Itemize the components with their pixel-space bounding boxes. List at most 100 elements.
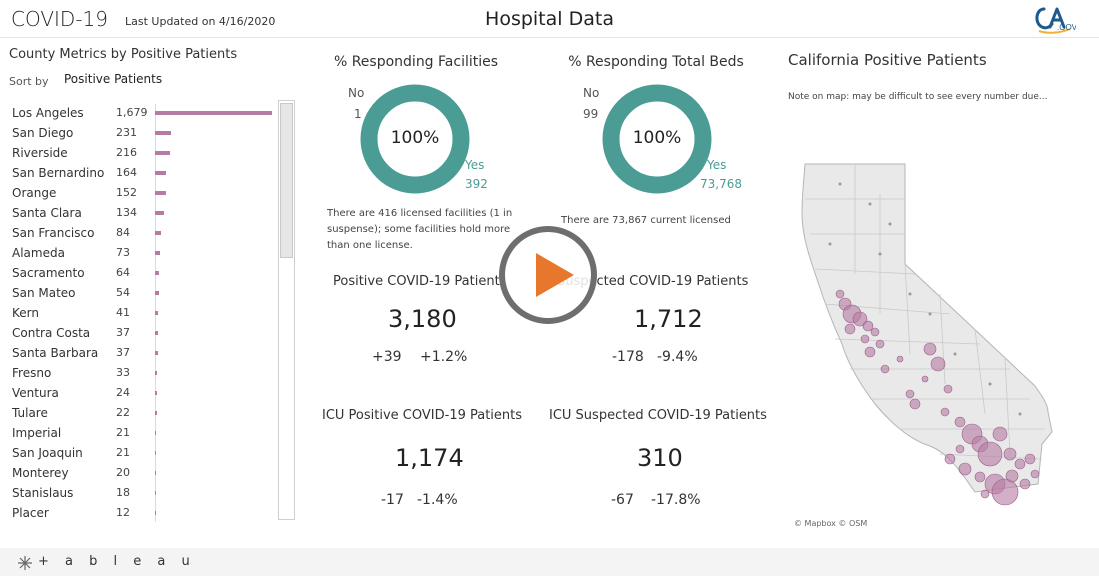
county-bubble[interactable] bbox=[852, 311, 868, 327]
county-name: Tulare bbox=[12, 406, 48, 420]
county-dot[interactable] bbox=[838, 182, 842, 186]
county-bubble[interactable] bbox=[1014, 458, 1026, 470]
county-bubble[interactable] bbox=[992, 426, 1008, 442]
play-button[interactable] bbox=[498, 225, 598, 325]
icu-positive-delta-abs: -17 bbox=[381, 492, 404, 508]
positive-delta-abs: +39 bbox=[372, 349, 402, 365]
county-bubble[interactable] bbox=[943, 384, 953, 394]
county-bubble[interactable] bbox=[930, 356, 946, 372]
county-bubble[interactable] bbox=[974, 471, 986, 483]
county-row[interactable]: Placer 12 bbox=[12, 504, 282, 524]
county-value: 33 bbox=[116, 366, 130, 379]
facilities-yes-value: 392 bbox=[465, 177, 488, 191]
county-bubble[interactable] bbox=[1005, 469, 1019, 483]
county-bubble[interactable] bbox=[940, 407, 950, 417]
sort-dropdown[interactable]: Positive Patients bbox=[64, 72, 163, 86]
county-row[interactable]: Tulare 22 bbox=[12, 404, 282, 424]
county-row[interactable]: Imperial 21 bbox=[12, 424, 282, 444]
county-row[interactable]: San Bernardino 164 bbox=[12, 164, 282, 184]
icu-suspected-delta-pct: -17.8% bbox=[651, 492, 701, 508]
county-value: 73 bbox=[116, 246, 130, 259]
county-value: 21 bbox=[116, 426, 130, 439]
footer: + a b l e a u bbox=[0, 548, 1099, 576]
county-row[interactable]: Alameda 73 bbox=[12, 244, 282, 264]
county-dot[interactable] bbox=[878, 252, 882, 256]
county-bubble[interactable] bbox=[875, 339, 885, 349]
county-bubble[interactable] bbox=[954, 416, 966, 428]
scrollbar-thumb[interactable] bbox=[280, 103, 293, 258]
county-row[interactable]: Kern 41 bbox=[12, 304, 282, 324]
county-bubble[interactable] bbox=[977, 441, 1003, 467]
county-bar bbox=[155, 491, 157, 495]
sort-label: Sort by bbox=[9, 75, 49, 88]
county-bubble[interactable] bbox=[880, 364, 890, 374]
last-updated: Last Updated on 4/16/2020 bbox=[125, 15, 276, 28]
county-bar bbox=[155, 411, 157, 415]
county-row[interactable]: San Mateo 54 bbox=[12, 284, 282, 304]
county-bubble[interactable] bbox=[862, 320, 874, 332]
county-dot[interactable] bbox=[888, 222, 892, 226]
county-name: Santa Clara bbox=[12, 206, 82, 220]
county-bubble[interactable] bbox=[958, 462, 972, 476]
county-row[interactable]: Santa Clara 134 bbox=[12, 204, 282, 224]
county-bubble[interactable] bbox=[1003, 447, 1017, 461]
county-bubble[interactable] bbox=[980, 489, 990, 499]
facilities-donut[interactable]: 100% bbox=[360, 84, 470, 194]
county-bubble[interactable] bbox=[835, 289, 845, 299]
county-dot[interactable] bbox=[868, 202, 872, 206]
county-dot[interactable] bbox=[928, 312, 932, 316]
county-dot[interactable] bbox=[988, 382, 992, 386]
county-row[interactable]: San Francisco 84 bbox=[12, 224, 282, 244]
ca-gov-logo[interactable]: .GOV bbox=[1030, 3, 1076, 35]
icu-suspected-delta-abs: -67 bbox=[611, 492, 634, 508]
county-dot[interactable] bbox=[828, 242, 832, 246]
county-row[interactable]: Stanislaus 18 bbox=[12, 484, 282, 504]
county-row[interactable]: San Joaquin 21 bbox=[12, 444, 282, 464]
county-value: 21 bbox=[116, 446, 130, 459]
county-row[interactable]: Sacramento 64 bbox=[12, 264, 282, 284]
tableau-logo[interactable]: + a b l e a u bbox=[38, 554, 196, 569]
county-bubble[interactable] bbox=[955, 444, 965, 454]
county-bubble[interactable] bbox=[944, 453, 956, 465]
county-value: 84 bbox=[116, 226, 130, 239]
county-bubble[interactable] bbox=[923, 342, 937, 356]
county-scrollbar[interactable] bbox=[278, 100, 295, 520]
county-row[interactable]: Fresno 33 bbox=[12, 364, 282, 384]
county-bubble[interactable] bbox=[909, 398, 921, 410]
county-bubble[interactable] bbox=[860, 334, 870, 344]
county-name: Imperial bbox=[12, 426, 62, 440]
county-row[interactable]: San Diego 231 bbox=[12, 124, 282, 144]
beds-donut[interactable]: 100% bbox=[602, 84, 712, 194]
county-dot[interactable] bbox=[1018, 412, 1022, 416]
county-row[interactable]: Los Angeles 1,679 bbox=[12, 104, 282, 124]
california-map[interactable] bbox=[780, 154, 1099, 539]
county-dot[interactable] bbox=[953, 352, 957, 356]
county-bubble[interactable] bbox=[844, 323, 856, 335]
county-bubble[interactable] bbox=[864, 346, 876, 358]
county-bubble[interactable] bbox=[870, 327, 880, 337]
county-bubble[interactable] bbox=[1019, 478, 1031, 490]
county-row[interactable]: Santa Barbara 37 bbox=[12, 344, 282, 364]
county-bubble[interactable] bbox=[1024, 453, 1036, 465]
county-bubble[interactable] bbox=[921, 375, 929, 383]
county-bubble[interactable] bbox=[1030, 469, 1040, 479]
county-bar bbox=[155, 371, 158, 375]
county-row[interactable]: Monterey 20 bbox=[12, 464, 282, 484]
county-bubble[interactable] bbox=[896, 355, 904, 363]
facilities-title: % Responding Facilities bbox=[333, 54, 499, 70]
county-bubble[interactable] bbox=[991, 478, 1019, 506]
positive-delta-pct: +1.2% bbox=[420, 349, 468, 365]
county-bubble[interactable] bbox=[905, 389, 915, 399]
county-row[interactable]: Riverside 216 bbox=[12, 144, 282, 164]
county-row[interactable]: Contra Costa 37 bbox=[12, 324, 282, 344]
county-value: 231 bbox=[116, 126, 137, 139]
county-name: Kern bbox=[12, 306, 39, 320]
county-bar bbox=[155, 511, 156, 515]
county-row[interactable]: Ventura 24 bbox=[12, 384, 282, 404]
county-row[interactable]: Orange 152 bbox=[12, 184, 282, 204]
metrics-panel: % Responding Facilities No 1 100% Yes 39… bbox=[310, 39, 780, 524]
county-dot[interactable] bbox=[908, 292, 912, 296]
county-value: 134 bbox=[116, 206, 137, 219]
tableau-plus-icon bbox=[18, 556, 32, 570]
